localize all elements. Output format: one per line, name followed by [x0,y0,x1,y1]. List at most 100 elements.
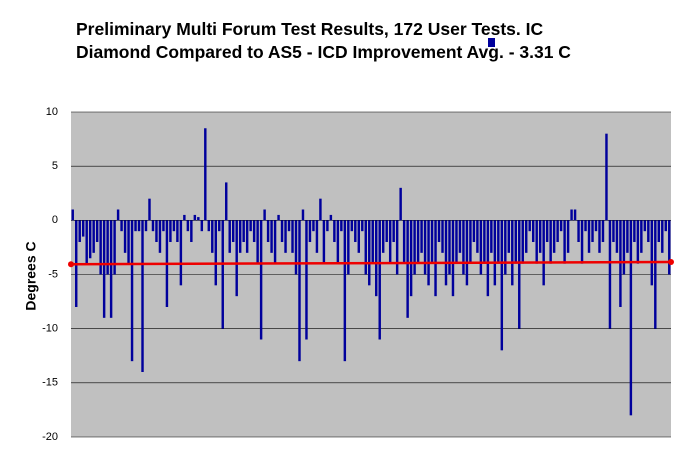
bar [388,220,392,264]
bar [437,220,441,242]
bar [200,220,204,232]
bar [315,220,319,253]
bar [455,220,458,264]
bar [608,220,612,329]
bar [629,220,633,416]
bar [319,198,322,221]
bar [141,220,144,372]
bar [305,220,308,340]
bar [552,220,556,253]
bar [605,133,608,221]
bar [280,220,284,242]
bar [148,198,151,221]
bar [207,220,211,232]
bar [204,128,207,221]
bar [218,220,221,232]
y-tick-label: 10 [46,106,58,118]
bar [636,220,640,264]
bar [640,220,643,253]
bar [249,220,252,232]
bar [169,220,172,242]
bar [497,220,500,264]
bar [106,220,109,275]
bar [399,187,402,221]
bar [259,220,263,340]
bar [413,220,416,275]
bar [235,220,238,297]
y-tick-label: -15 [42,377,58,389]
bar [99,220,102,275]
bar [525,220,528,253]
bar [664,220,667,232]
bar [214,220,217,286]
bar [81,220,85,237]
bar [511,220,514,286]
bar [294,220,298,275]
bar [308,220,312,242]
bar [661,220,664,253]
bar [211,220,214,253]
bar [507,220,511,253]
bar [256,220,259,264]
bar [340,220,343,232]
bar [350,220,354,232]
bar [172,220,176,232]
bar [570,209,573,221]
bar [298,220,301,362]
bar [238,220,242,253]
bar [197,217,200,221]
bar [633,220,636,242]
y-tick-label: -20 [42,431,58,443]
bar [427,220,430,286]
bar [127,220,130,264]
trend-end [68,261,74,268]
bar [549,220,552,264]
bar [486,220,490,297]
bar [448,220,451,275]
bar [469,220,472,264]
bar [619,220,622,307]
bar [643,220,647,232]
bar [193,214,197,221]
bar [535,220,538,264]
bar [647,220,650,242]
bar [270,220,273,253]
bar [580,220,584,264]
bar [395,220,399,275]
bar [573,209,577,221]
bar [88,220,92,259]
bar [584,220,587,232]
bar [329,214,333,221]
y-tick-label: 5 [52,160,58,172]
trend-line [70,260,672,266]
bar [137,220,141,232]
trend-end [668,259,674,266]
bar [190,220,193,242]
bar [462,220,465,275]
bar [483,220,486,264]
bar [183,214,186,221]
bar [504,220,507,275]
bar [430,220,434,264]
bar [626,220,629,253]
bar [179,220,183,286]
bar [556,220,559,242]
bar [500,220,504,351]
bar [622,220,626,275]
bar [78,220,81,242]
bar [284,220,287,253]
bar [598,220,601,253]
bar [381,220,385,253]
bar [392,220,395,242]
bar [85,220,88,264]
bar [158,220,162,253]
bar [514,220,517,264]
bar [458,220,462,253]
bar [144,220,148,232]
bar [441,220,444,253]
bar [116,209,120,221]
bar [252,220,256,242]
bar [266,220,270,242]
bar [336,220,340,264]
bar [371,220,374,264]
